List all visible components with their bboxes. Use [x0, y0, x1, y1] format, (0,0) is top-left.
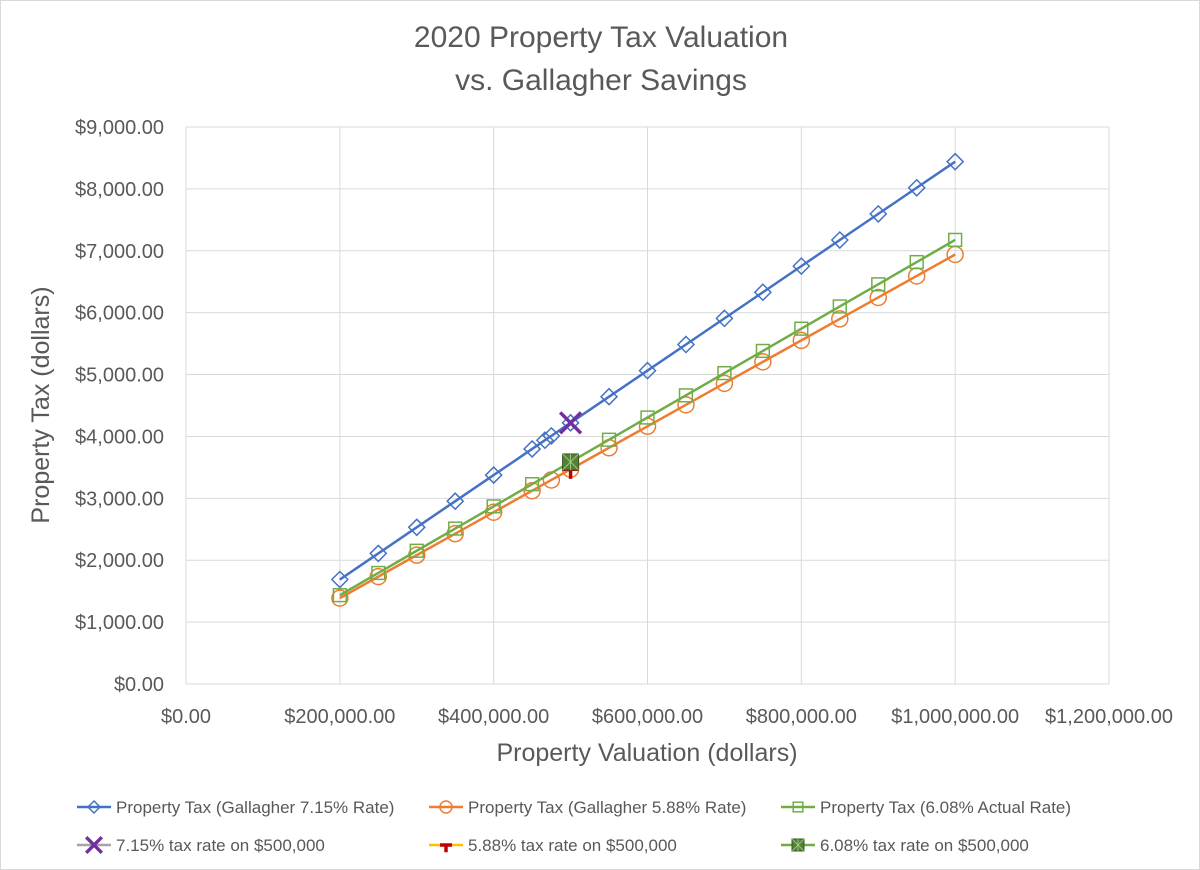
data-point: [542, 426, 561, 445]
legend-marker-diamond-icon: [86, 799, 102, 815]
legend-item-4: 5.88% tax rate on $500,000: [429, 836, 677, 855]
y-axis-label: Property Tax (dollars): [27, 286, 55, 523]
data-point: [871, 277, 886, 292]
series-group: [330, 152, 965, 607]
legend-item-3: 7.15% tax rate on $500,000: [77, 835, 325, 855]
x-tick-label: $1,200,000.00: [1045, 706, 1173, 728]
series-line: [339, 238, 956, 597]
data-point: [755, 343, 771, 359]
legend-marker-circle-icon: [439, 800, 453, 814]
legend-item-1: Property Tax (Gallagher 5.88% Rate): [429, 798, 746, 817]
legend-item-0: Property Tax (Gallagher 7.15% Rate): [77, 798, 394, 817]
data-point: [558, 411, 583, 435]
data-point: [599, 387, 619, 406]
y-tick-label: $3,000.00: [75, 488, 164, 510]
legend-label: 6.08% tax rate on $500,000: [820, 836, 1029, 855]
data-point: [638, 361, 657, 380]
x-axis-ticks: $0.00 $200,000.00 $400,000.00 $600,000.00 $8…: [161, 706, 1173, 728]
data-point: [909, 254, 924, 270]
x-axis-label: Property Valuation (dollars): [496, 739, 797, 767]
legend-label: Property Tax (Gallagher 7.15% Rate): [116, 798, 394, 817]
data-point: [535, 431, 555, 450]
legend-item-5: 6.08% tax rate on $500,000: [781, 836, 1029, 855]
data-point: [676, 335, 696, 354]
data-point: [448, 521, 463, 536]
legend-label: 7.15% tax rate on $500,000: [116, 836, 325, 855]
data-point: [792, 331, 811, 350]
x-tick-label: $600,000.00: [592, 706, 703, 728]
legend-marker-filled-square-icon: [791, 838, 805, 852]
data-point: [484, 466, 503, 485]
data-point: [446, 492, 465, 511]
legend-label: Property Tax (Gallagher 5.88% Rate): [468, 798, 746, 817]
data-point: [907, 178, 926, 197]
data-point-hatch: [562, 453, 579, 471]
data-point: [524, 477, 540, 492]
data-point: [330, 570, 349, 589]
y-tick-label: $1,000.00: [75, 612, 164, 634]
data-point: [754, 353, 772, 371]
data-point: [753, 283, 772, 302]
x-tick-label: $400,000.00: [438, 706, 549, 728]
data-point: [946, 152, 965, 171]
data-point: [409, 543, 424, 558]
data-point: [523, 439, 542, 459]
series-3: [558, 411, 583, 435]
data-point: [677, 396, 695, 414]
data-point: [331, 589, 349, 607]
data-point: [678, 388, 694, 403]
data-point: [715, 309, 734, 328]
y-axis-ticks: $0.00 $1,000.00 $2,000.00 $3,000.00 $4,000.0…: [75, 117, 164, 696]
series-0: [330, 152, 965, 589]
y-tick-label: $9,000.00: [75, 117, 164, 139]
x-tick-label: $200,000.00: [284, 706, 395, 728]
data-point: [561, 413, 580, 432]
data-point: [869, 288, 887, 307]
y-tick-label: $2,000.00: [75, 550, 164, 572]
data-point: [869, 204, 888, 223]
x-tick-label: $800,000.00: [746, 706, 857, 728]
data-point: [601, 432, 617, 447]
series-2: [332, 232, 963, 603]
data-point: [794, 321, 809, 336]
data-point: [717, 365, 732, 381]
data-point: [715, 374, 734, 393]
legend-marker-plus-icon: [440, 843, 452, 853]
data-point: [332, 588, 347, 603]
legend-marker-filled-square-icon-hatch: [791, 838, 805, 852]
y-tick-label: $7,000.00: [75, 241, 164, 263]
data-point: [830, 230, 849, 250]
chart-title-line2: vs. Gallagher Savings: [455, 64, 747, 97]
y-tick-label: $5,000.00: [75, 365, 164, 387]
data-point: [640, 410, 655, 425]
legend-item-2: Property Tax (6.08% Actual Rate): [781, 798, 1071, 817]
data-point: [948, 232, 963, 248]
series-5: [562, 453, 580, 471]
series-line: [339, 160, 956, 581]
data-point: [562, 453, 580, 471]
legend-marker-square-icon: [792, 801, 804, 813]
data-point: [371, 565, 386, 581]
y-tick-label: $6,000.00: [75, 303, 164, 325]
y-tick-label: $8,000.00: [75, 179, 164, 201]
gridlines: [185, 126, 1110, 685]
legend: Property Tax (Gallagher 7.15% Rate) Prope…: [77, 798, 1071, 855]
legend-label: Property Tax (6.08% Actual Rate): [820, 798, 1071, 817]
legend-marker-x-icon: [84, 835, 104, 855]
y-tick-label: $4,000.00: [75, 426, 164, 448]
data-point: [407, 518, 426, 537]
x-tick-label: $0.00: [161, 706, 211, 728]
x-tick-label: $1,000,000.00: [891, 706, 1019, 728]
data-point: [369, 544, 388, 563]
y-tick-label: $0.00: [114, 674, 164, 696]
data-point: [792, 257, 811, 276]
legend-label: 5.88% tax rate on $500,000: [468, 836, 677, 855]
data-point: [832, 299, 847, 314]
data-point: [831, 310, 849, 328]
chart-title-line1: 2020 Property Tax Valuation: [414, 21, 788, 54]
data-point: [486, 499, 501, 514]
